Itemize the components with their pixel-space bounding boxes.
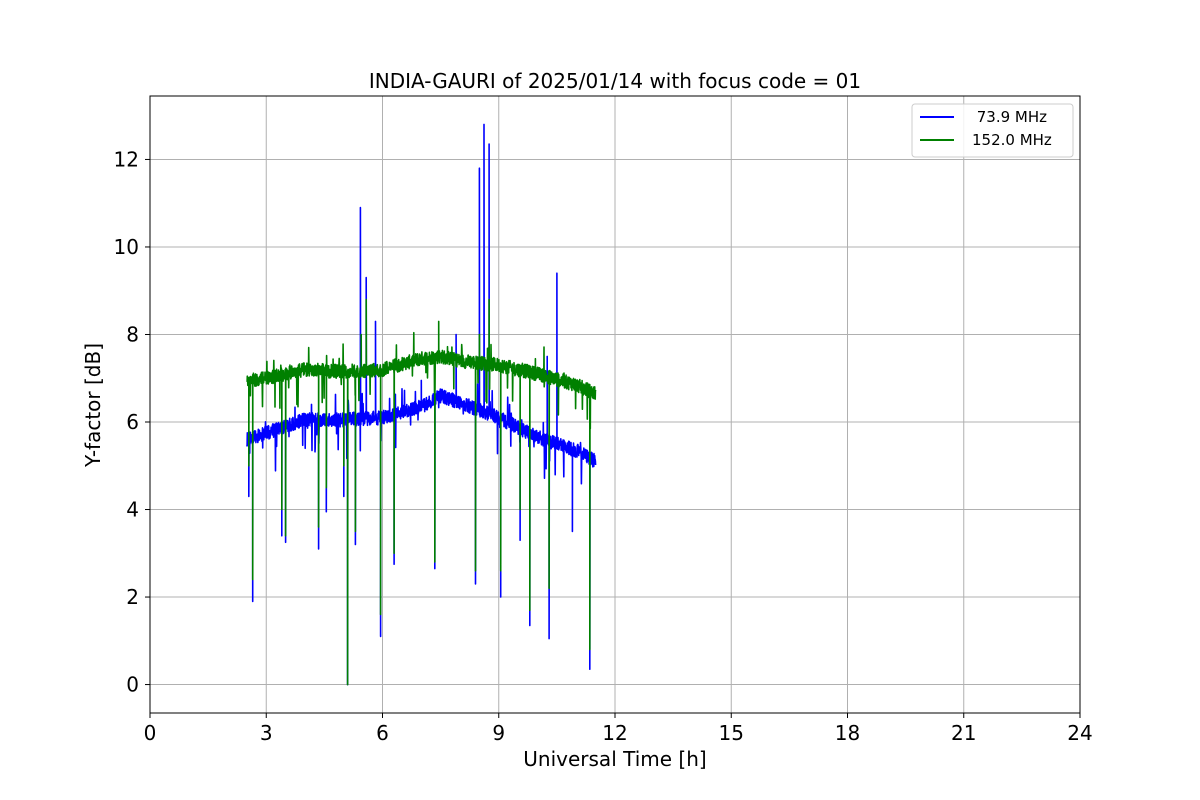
x-tick-label: 3 [260, 721, 273, 745]
chart-title: INDIA-GAURI of 2025/01/14 with focus cod… [369, 69, 861, 93]
series-line-1 [246, 298, 597, 686]
x-tick-label: 18 [835, 721, 860, 745]
y-axis-label: Y-factor [dB] [81, 343, 105, 468]
x-tick-label: 21 [951, 721, 976, 745]
x-tick-label: 15 [719, 721, 744, 745]
x-tick-label: 6 [376, 721, 389, 745]
y-tick-label: 10 [114, 235, 139, 259]
x-tick-label: 24 [1067, 721, 1092, 745]
legend: 73.9 MHz 152.0 MHz [911, 103, 1074, 158]
x-tick-label: 12 [602, 721, 627, 745]
series-line-0 [246, 123, 597, 686]
legend-label-152-mhz: 152.0 MHz [972, 131, 1052, 149]
series-layer [246, 123, 597, 686]
y-tick-label: 8 [126, 322, 139, 346]
legend-label-73-9-mhz: 73.9 MHz [972, 108, 1047, 126]
y-tick-label: 12 [114, 147, 139, 171]
x-tick-label: 9 [492, 721, 505, 745]
x-tick-label: 0 [144, 721, 157, 745]
y-tick-label: 4 [126, 498, 139, 522]
y-tick-label: 2 [126, 585, 139, 609]
y-tick-label: 0 [126, 673, 139, 697]
x-axis-label: Universal Time [h] [523, 747, 706, 771]
y-tick-label: 6 [126, 410, 139, 434]
